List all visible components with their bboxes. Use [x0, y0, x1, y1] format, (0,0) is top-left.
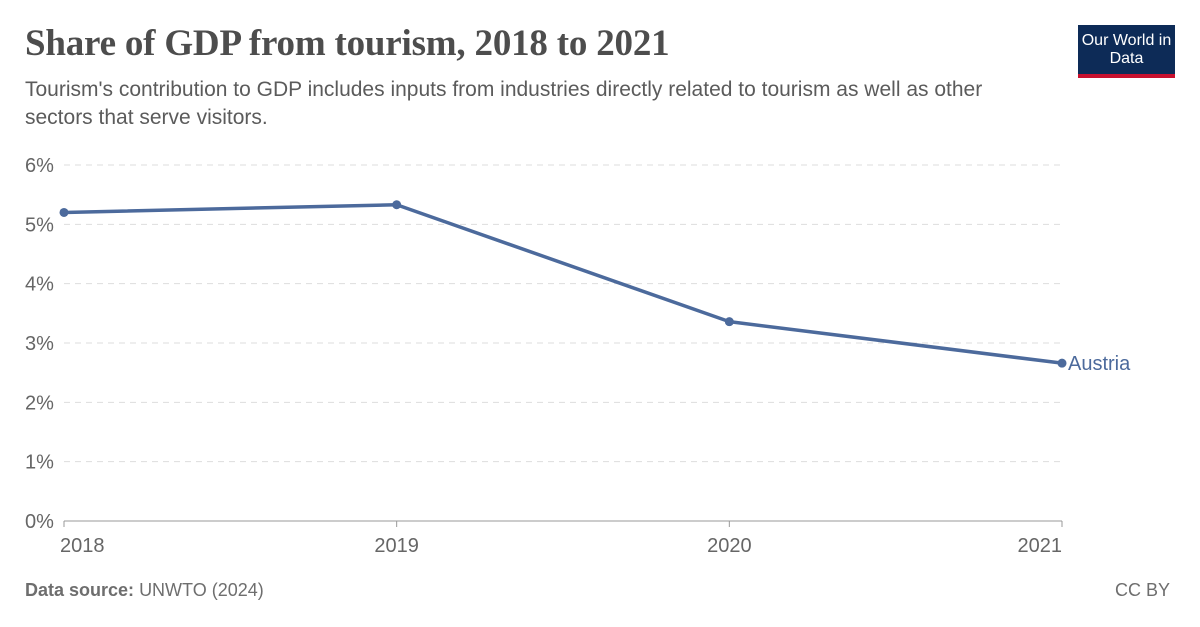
- x-tick-label: 2020: [707, 535, 752, 557]
- data-point[interactable]: [1057, 358, 1067, 368]
- license-link[interactable]: CC BY: [1114, 580, 1170, 600]
- y-tick-label: 5%: [25, 214, 54, 236]
- data-source-value[interactable]: UNWTO (2024): [139, 580, 264, 600]
- y-tick-label: 4%: [25, 274, 54, 296]
- data-point[interactable]: [724, 317, 734, 327]
- chart-subtitle: Tourism's contribution to GDP includes i…: [25, 78, 983, 129]
- y-tick-label: 3%: [25, 333, 54, 355]
- series-label-austria[interactable]: Austria: [1068, 353, 1131, 375]
- data-source: Data source: UNWTO (2024): [25, 580, 264, 601]
- y-tick-label: 6%: [25, 155, 54, 177]
- owid-logo[interactable]: Our World in Data: [1078, 25, 1175, 78]
- x-tick-label: 2018: [60, 535, 105, 557]
- y-tick-label: 0%: [25, 511, 54, 533]
- data-point[interactable]: [59, 207, 69, 217]
- y-tick-label: 1%: [25, 452, 54, 474]
- x-tick-label: 2019: [374, 535, 419, 557]
- x-tick-label: 2021: [1018, 535, 1063, 557]
- data-point[interactable]: [392, 200, 402, 210]
- y-tick-label: 2%: [25, 392, 54, 414]
- chart-title: Share of GDP from tourism, 2018 to 2021: [25, 23, 670, 64]
- logo-text: Our World in Data: [1081, 31, 1172, 67]
- data-source-label: Data source:: [25, 580, 135, 600]
- series-line-austria[interactable]: [62, 203, 1064, 365]
